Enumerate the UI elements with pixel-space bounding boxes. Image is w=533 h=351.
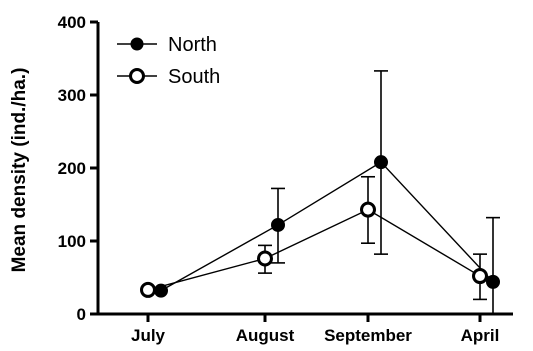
data-point [257,250,273,267]
y-tick-label: 400 [58,13,86,32]
legend-item-south: South [117,66,220,88]
x-ticks: July August September April [131,314,499,345]
series-north [154,70,500,315]
legend-label: South [168,66,220,88]
x-tick-label: August [236,326,295,345]
y-tick-label: 300 [58,86,86,105]
x-tick-label: April [461,326,500,345]
data-point [486,274,500,289]
data-point [374,155,388,170]
series-line [147,208,481,291]
data-point [271,217,285,232]
data-point [472,268,488,285]
legend-label: North [168,34,217,56]
x-tick-label: September [324,326,412,345]
x-tick-label: July [131,326,166,345]
y-tick-label: 200 [58,159,86,178]
legend-marker [130,37,144,51]
data-point [360,201,376,218]
data-point [140,281,156,298]
legend: North South [117,34,220,88]
y-tick-label: 0 [77,305,86,324]
error-bar [486,216,500,315]
series-south [140,175,488,301]
legend-item-north: North [117,34,217,56]
plot-area [140,70,500,315]
axes [96,22,513,316]
series-line [160,161,494,292]
y-tick-label: 100 [58,232,86,251]
legend-marker [129,68,145,84]
y-ticks: 0 100 200 300 400 [58,13,98,324]
y-axis-label: Mean density (ind./ha.) [9,68,30,273]
